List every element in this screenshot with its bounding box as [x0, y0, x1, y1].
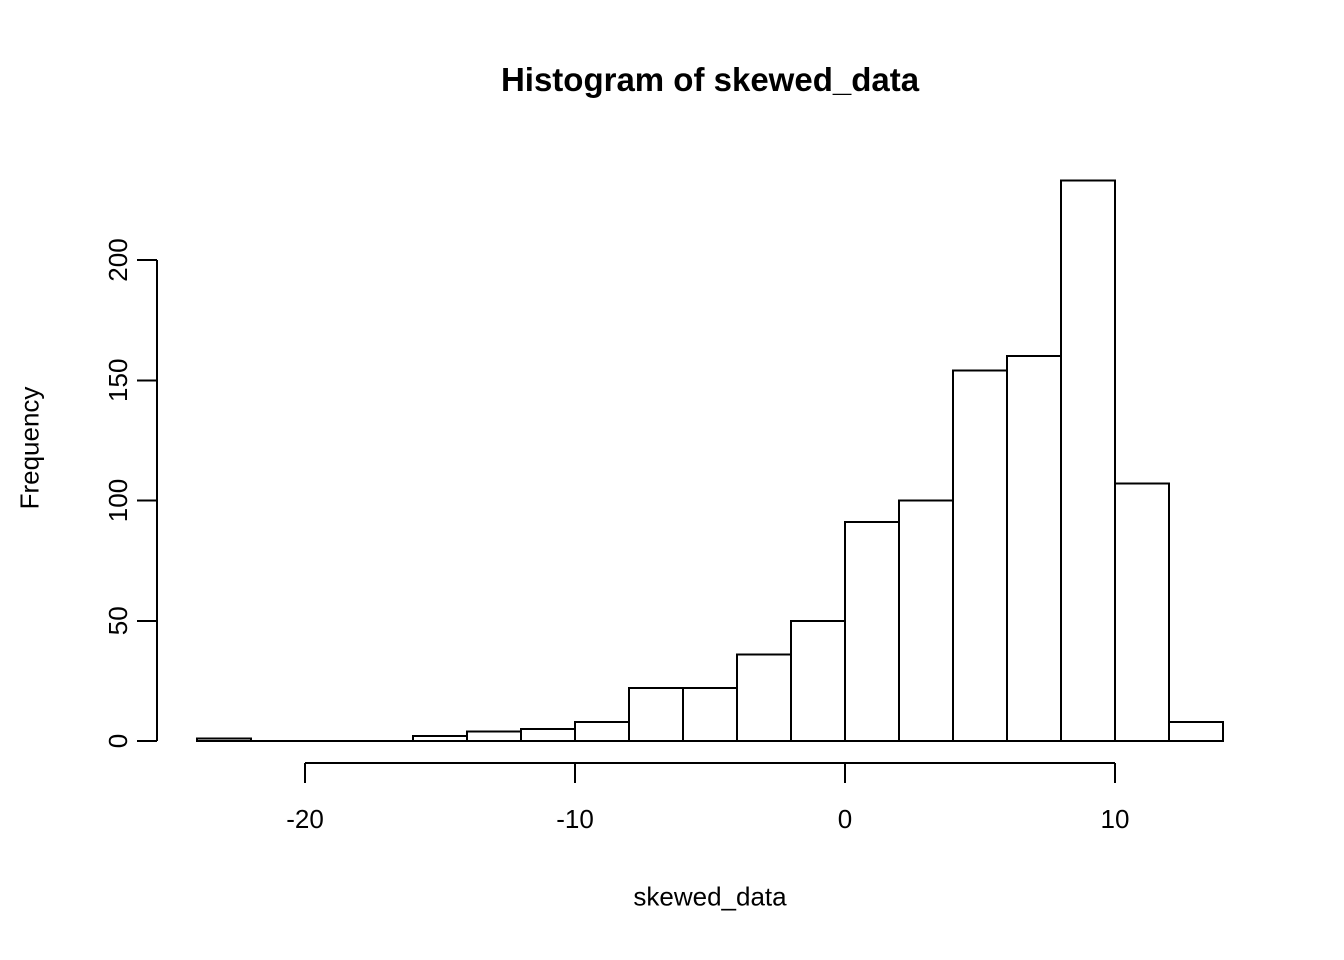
- y-tick-label: 100: [103, 479, 133, 522]
- y-axis: 0 50 100 150 200: [103, 238, 158, 748]
- x-tick-label: 0: [838, 804, 852, 834]
- x-tick-label: -10: [556, 804, 594, 834]
- histogram-bar: [682, 687, 738, 743]
- histogram-bars-group: [196, 179, 1224, 743]
- histogram-bar: [574, 720, 630, 743]
- y-tick-label: 50: [103, 606, 133, 635]
- x-tick-label: 10: [1101, 804, 1130, 834]
- histogram-bar: [520, 727, 576, 742]
- histogram-bar: [1006, 355, 1062, 742]
- histogram-bar: [1060, 179, 1116, 742]
- y-tick-label: 0: [103, 734, 133, 748]
- x-tick-label: -20: [286, 804, 324, 834]
- histogram-bar: [736, 653, 792, 742]
- x-axis: -20 -10 0 10: [286, 762, 1130, 834]
- histogram-bar: [628, 687, 684, 743]
- histogram-bar: [898, 499, 954, 742]
- histogram-bar: [196, 737, 252, 742]
- histogram-bar: [1114, 482, 1170, 742]
- histogram-bar: [466, 730, 522, 743]
- x-axis-label: skewed_data: [633, 881, 787, 912]
- histogram-bar: [1168, 720, 1224, 743]
- plot-title: Histogram of skewed_data: [500, 61, 920, 98]
- histogram-bar: [952, 369, 1008, 742]
- histogram-bar: [844, 521, 900, 743]
- y-tick-label: 200: [103, 238, 133, 281]
- histogram-bar: [412, 735, 468, 743]
- y-tick-label: 150: [103, 359, 133, 402]
- y-axis-label: Frequency: [14, 386, 45, 510]
- histogram-bar: [790, 619, 846, 742]
